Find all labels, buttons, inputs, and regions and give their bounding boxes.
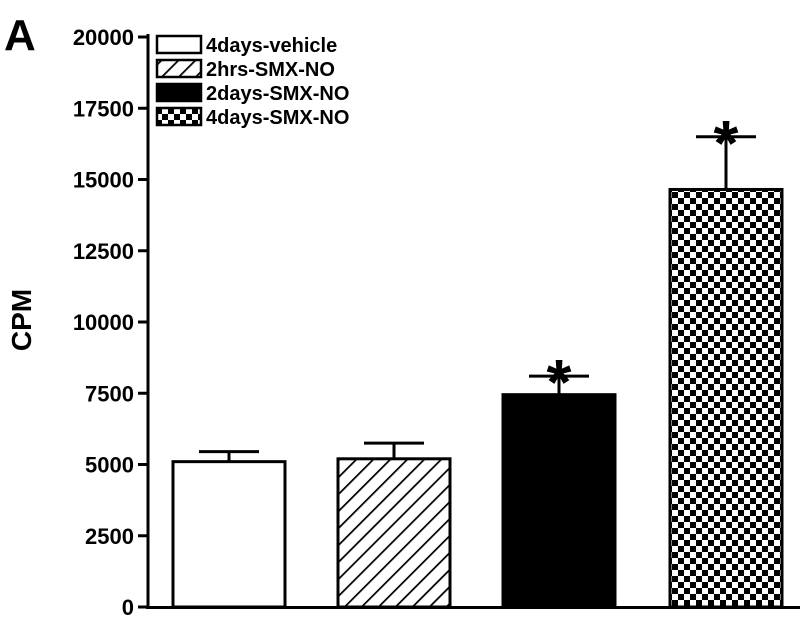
legend-swatch-4days-SMX-NO (155, 106, 203, 127)
y-axis-label: CPM (6, 289, 37, 351)
bar-2hrs-SMX-NO (336, 457, 452, 609)
bars: ** (171, 107, 784, 609)
legend: 4days-vehicle2hrs-SMX-NO2days-SMX-NO4day… (155, 34, 349, 129)
bar-4days-vehicle (171, 460, 287, 609)
legend-swatch-2hrs-SMX-NO (155, 58, 203, 79)
legend-label: 2days-SMX-NO (206, 83, 349, 105)
legend-label: 2hrs-SMX-NO (206, 59, 335, 81)
y-tick-label: 12500 (73, 239, 134, 264)
bar-4days-SMX-NO (668, 187, 784, 609)
legend-swatch-2days-SMX-NO (155, 82, 203, 103)
legend-label: 4days-vehicle (206, 35, 337, 57)
y-tick-label: 0 (122, 595, 134, 619)
significance-marker: * (547, 346, 572, 418)
bar-2days-SMX-NO (501, 393, 617, 609)
panel-label: A (4, 11, 36, 60)
y-tick-label: 5000 (85, 453, 134, 478)
y-tick-label: 17500 (73, 96, 134, 121)
y-ticks: 0 2500 5000 7500 10000 12500 15000 17500 20000 (73, 25, 148, 619)
y-tick-label: 10000 (73, 310, 134, 335)
y-tick-label: 7500 (85, 381, 134, 406)
y-tick-label: 2500 (85, 524, 134, 549)
legend-swatch-4days-vehicle (155, 34, 203, 55)
legend-label: 4days-SMX-NO (206, 107, 349, 129)
significance-marker: * (714, 107, 739, 179)
y-tick-label: 20000 (73, 25, 134, 50)
y-tick-label: 15000 (73, 168, 134, 193)
